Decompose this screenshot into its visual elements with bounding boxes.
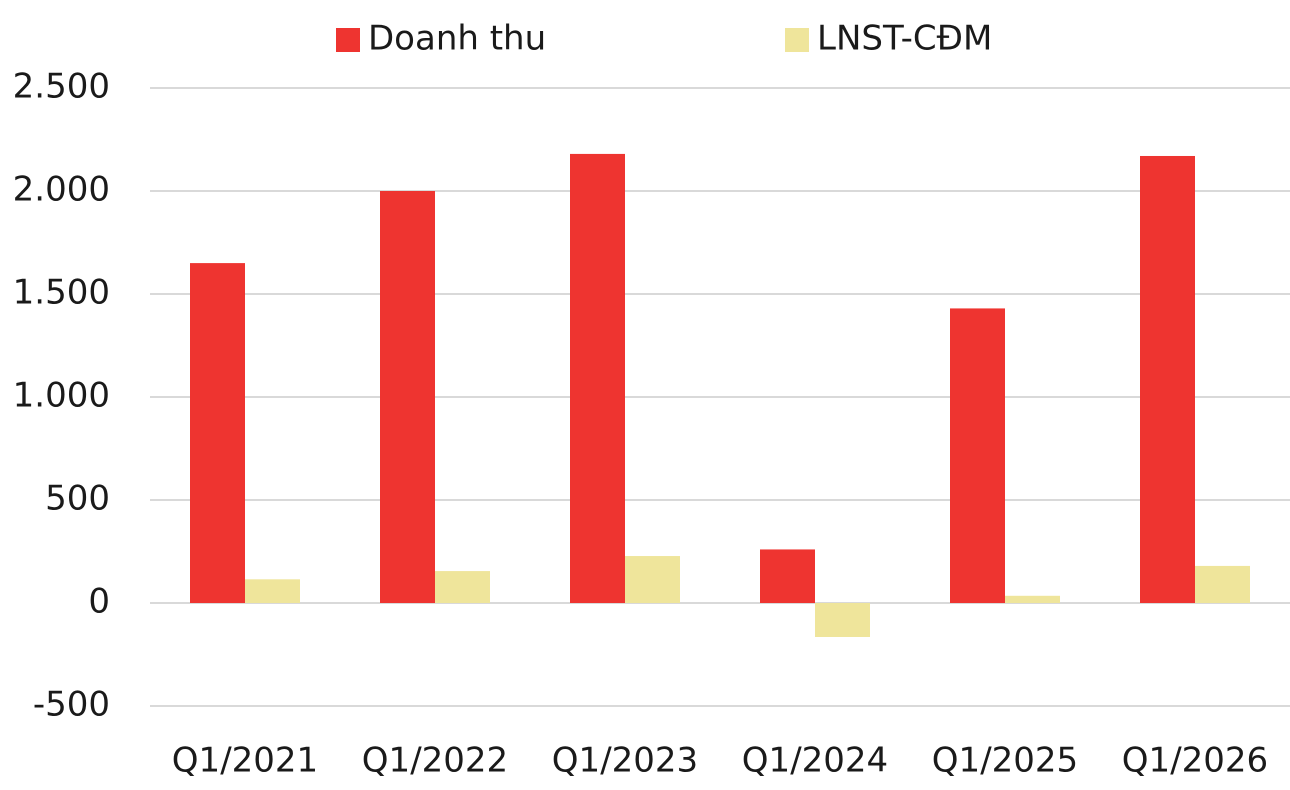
bar xyxy=(1195,565,1250,603)
bar xyxy=(570,153,625,604)
x-tick-label: Q1/2022 xyxy=(362,741,508,781)
y-tick-label: 2.000 xyxy=(13,170,110,210)
y-tick-label: 500 xyxy=(45,479,110,519)
legend-label: LNST-CĐM xyxy=(817,19,992,59)
bar xyxy=(190,263,245,603)
bar xyxy=(245,579,300,603)
y-tick-label: -500 xyxy=(33,685,110,725)
bar xyxy=(625,556,680,603)
y-tick-label: 2.500 xyxy=(13,67,110,107)
legend-swatch xyxy=(785,28,809,52)
bar xyxy=(435,571,490,603)
x-tick-label: Q1/2026 xyxy=(1122,741,1268,781)
y-tick-label: 0 xyxy=(88,582,110,622)
legend-label: Doanh thu xyxy=(368,19,546,59)
y-tick-label: 1.500 xyxy=(13,273,110,313)
bar xyxy=(760,549,815,603)
bar xyxy=(380,191,435,603)
bar xyxy=(1140,155,1195,604)
y-tick-label: 1.000 xyxy=(13,376,110,416)
x-tick-label: Q1/2024 xyxy=(742,741,888,781)
x-tick-label: Q1/2023 xyxy=(552,741,698,781)
bar xyxy=(1005,595,1060,603)
legend-swatch xyxy=(336,28,360,52)
bar xyxy=(815,603,870,637)
bar xyxy=(950,308,1005,603)
x-tick-label: Q1/2021 xyxy=(172,741,318,781)
x-tick-label: Q1/2025 xyxy=(932,741,1078,781)
